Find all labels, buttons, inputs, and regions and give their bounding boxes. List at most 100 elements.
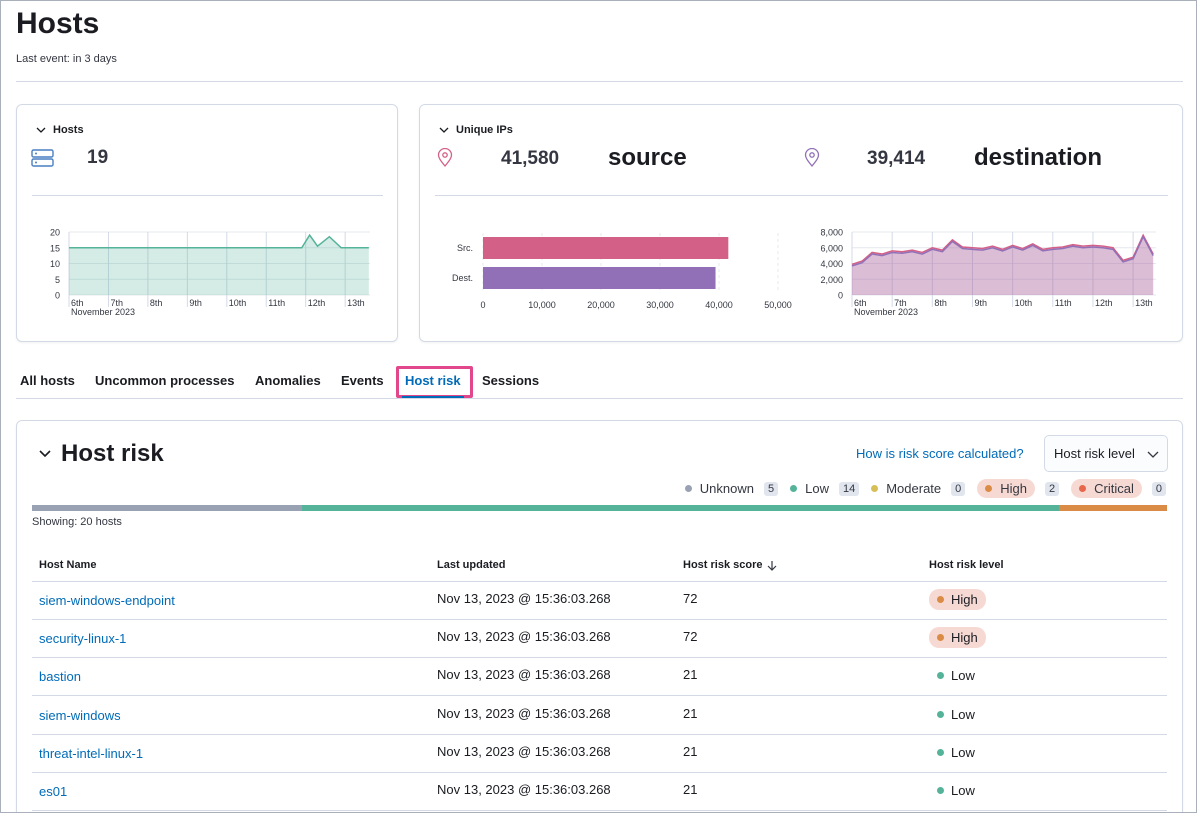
host-link[interactable]: security-linux-1 (39, 631, 126, 646)
table-cell: Nov 13, 2023 @ 15:36:03.268 (437, 744, 611, 759)
source-label: source (608, 144, 687, 172)
risk-dot (937, 634, 944, 641)
table-cell: Nov 13, 2023 @ 15:36:03.268 (437, 782, 611, 797)
divider (16, 81, 1183, 82)
tab[interactable]: Anomalies (255, 373, 321, 388)
collapse-icon[interactable] (438, 125, 450, 135)
legend-dot (790, 485, 797, 492)
risk-level-text: High (951, 630, 978, 645)
risk-segment (302, 505, 1059, 511)
destination-label: destination (974, 144, 1102, 172)
host-link[interactable]: siem-windows-endpoint (39, 593, 175, 608)
legend-count: 0 (1152, 482, 1166, 496)
dropdown-icon (1147, 449, 1159, 459)
row-divider (32, 734, 1167, 735)
panel-title: Hosts (53, 124, 84, 136)
table-cell: Nov 13, 2023 @ 15:36:03.268 (437, 591, 611, 606)
unique-ips-panel (419, 104, 1183, 342)
row-divider (32, 695, 1167, 696)
table-cell: Nov 13, 2023 @ 15:36:03.268 (437, 706, 611, 721)
hosts-panel (16, 104, 398, 342)
risk-level-badge: Low (929, 665, 983, 686)
legend-item: Moderate 0 (871, 481, 965, 496)
sort-icon[interactable] (766, 560, 778, 572)
risk-level-badge: High (929, 627, 986, 648)
location-icon (804, 148, 820, 168)
table-cell: Nov 13, 2023 @ 15:36:03.268 (437, 667, 611, 682)
legend-dot (985, 485, 992, 492)
legend-count: 0 (951, 482, 965, 496)
legend-dot (1079, 485, 1086, 492)
column-header: Host risk level (929, 559, 1004, 571)
table-cell: 21 (683, 744, 697, 759)
table-cell: 72 (683, 629, 697, 644)
source-count: 41,580 (501, 148, 559, 170)
host-link[interactable]: es01 (39, 784, 67, 799)
panel-title: Unique IPs (456, 124, 513, 136)
legend-count: 2 (1045, 482, 1059, 496)
legend-item: High 2 (977, 479, 1059, 498)
table-cell: Nov 13, 2023 @ 15:36:03.268 (437, 629, 611, 644)
legend-dot (685, 485, 692, 492)
legend-text: Low (805, 481, 829, 496)
risk-dot (937, 672, 944, 679)
table-cell: 21 (683, 706, 697, 721)
risk-legend: Unknown 5 Low 14 Moderate 0 High 2 Critical 0 (673, 479, 1166, 498)
divider (32, 195, 383, 196)
risk-segment (1059, 505, 1167, 511)
tab[interactable]: All hosts (20, 373, 75, 388)
risk-dot (937, 596, 944, 603)
risk-level-text: High (951, 592, 978, 607)
table-cell: 72 (683, 591, 697, 606)
table-cell: 21 (683, 667, 697, 682)
page-title: Hosts (16, 7, 99, 41)
legend-text: Critical (1094, 481, 1134, 496)
column-header: Last updated (437, 559, 505, 571)
location-icon (437, 148, 453, 168)
risk-level-text: Low (951, 783, 975, 798)
legend-item: Critical 0 (1071, 479, 1166, 498)
risk-level-badge: Low (929, 704, 983, 725)
help-link[interactable]: How is risk score calculated? (856, 446, 1024, 461)
legend-label: High (977, 479, 1035, 498)
legend-label: Critical (1071, 479, 1142, 498)
legend-label: Unknown (685, 481, 754, 496)
risk-dot (937, 749, 944, 756)
tab[interactable]: Sessions (482, 373, 539, 388)
legend-count: 14 (839, 482, 859, 496)
legend-count: 5 (764, 482, 778, 496)
legend-item: Low 14 (790, 481, 859, 496)
host-link[interactable]: bastion (39, 669, 81, 684)
legend-item: Unknown 5 (685, 481, 778, 496)
row-divider (32, 581, 1167, 582)
tab[interactable]: Uncommon processes (95, 373, 234, 388)
row-divider (32, 810, 1167, 811)
risk-level-text: Low (951, 745, 975, 760)
legend-text: Unknown (700, 481, 754, 496)
host-link[interactable]: siem-windows (39, 708, 121, 723)
collapse-icon[interactable] (35, 125, 47, 135)
legend-label: Low (790, 481, 829, 496)
column-header: Host Name (39, 559, 96, 571)
legend-text: Moderate (886, 481, 941, 496)
tab-highlight (396, 366, 473, 398)
collapse-icon[interactable] (38, 448, 52, 460)
hosts-count: 19 (87, 147, 108, 169)
hosts-icon (31, 149, 55, 167)
risk-level-badge: Low (929, 780, 983, 801)
tab[interactable]: Events (341, 373, 384, 388)
legend-text: High (1000, 481, 1027, 496)
legend-label: Moderate (871, 481, 941, 496)
column-header[interactable]: Host risk score (683, 559, 762, 571)
risk-segment (32, 505, 302, 511)
destination-count: 39,414 (867, 148, 925, 170)
risk-level-badge: Low (929, 742, 983, 763)
divider (16, 398, 1183, 399)
host-link[interactable]: threat-intel-linux-1 (39, 746, 143, 761)
divider (435, 195, 1168, 196)
row-divider (32, 772, 1167, 773)
dropdown[interactable]: Host risk level (1044, 435, 1168, 472)
showing-count: Showing: 20 hosts (32, 516, 122, 528)
risk-level-text: Low (951, 707, 975, 722)
